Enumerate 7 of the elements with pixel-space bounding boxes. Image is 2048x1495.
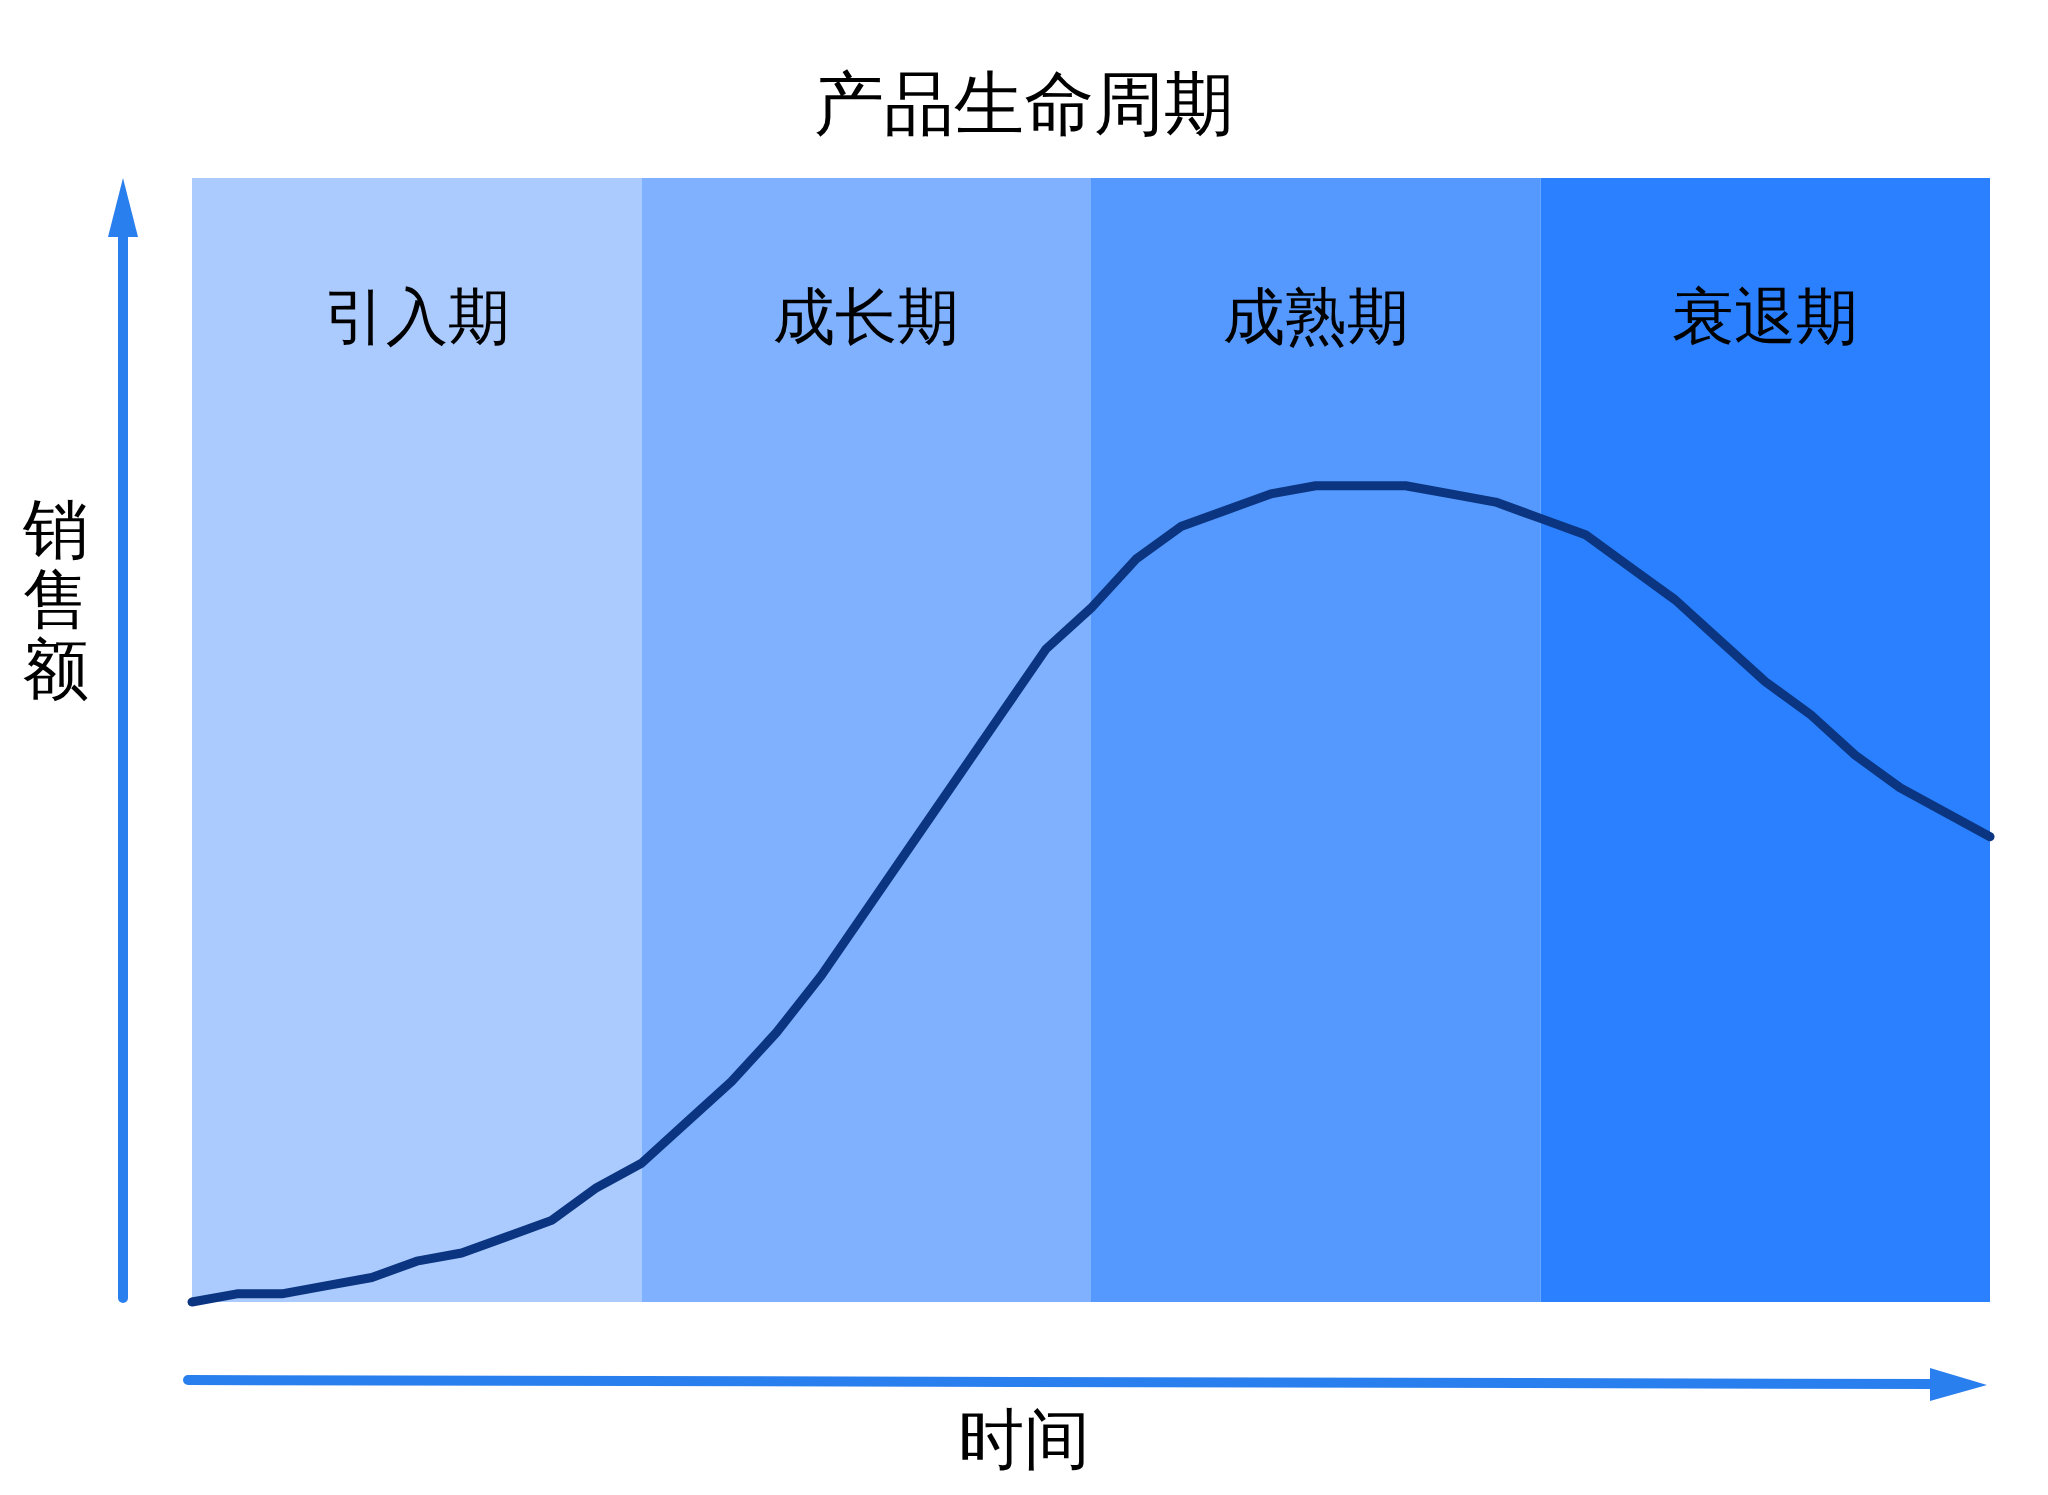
text: 引入期	[323, 280, 510, 353]
y-axis-title: 销售额	[22, 491, 89, 708]
text: 成熟期	[1222, 280, 1409, 353]
text: 成长期	[773, 280, 960, 353]
x-axis-title: 时间	[958, 1401, 1090, 1478]
text: 衰退期	[1672, 280, 1859, 353]
chart-title: 产品生命周期	[814, 63, 1234, 145]
